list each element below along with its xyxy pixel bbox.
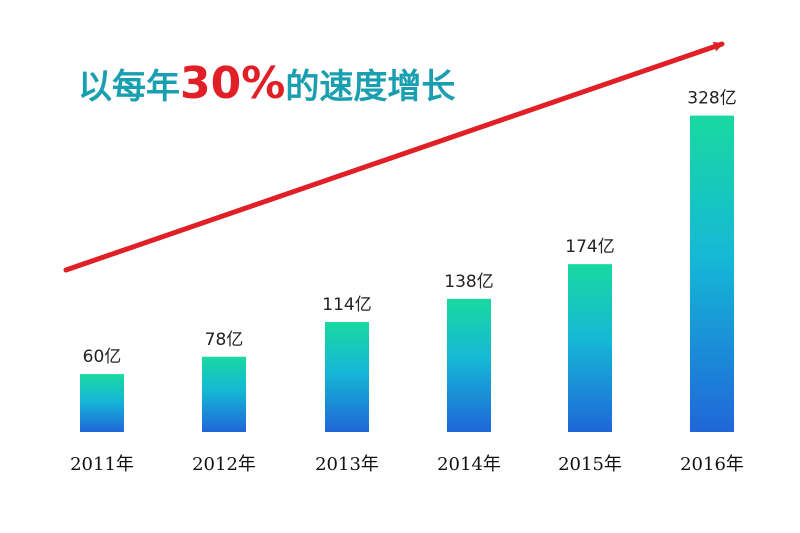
data-label: 174亿 [565,237,614,257]
data-label: 114亿 [322,295,371,315]
chart-title-prefix: 以每年 [78,67,180,107]
data-label: 138亿 [444,272,493,292]
chart-title-suffix: 的速度增长 [285,67,455,107]
x-tick-label: 2012年 [192,454,256,475]
bar-2012年 [202,356,246,432]
growth-trend-arrow [63,41,725,273]
x-tick-label: 2015年 [558,454,622,475]
bar-2013年 [325,322,369,432]
bar-2011年 [80,374,124,432]
data-label: 60亿 [83,347,122,367]
bar-2016年 [690,115,734,432]
x-tick-label: 2013年 [315,454,379,475]
x-axis-tick-labels: 2011年 2012年 2013年 2014年 2015年 2016年 [70,454,744,475]
bar-2014年 [447,298,491,432]
x-tick-label: 2011年 [70,454,134,475]
bar-series [80,115,734,432]
x-tick-label: 2014年 [437,454,501,475]
data-label: 78亿 [205,330,244,350]
data-label: 328亿 [687,89,736,109]
bar-2015年 [568,264,612,432]
data-labels: 60亿 78亿 114亿 138亿 174亿 328亿 [83,89,737,368]
chart-title: 以每年30%的速度增长 [78,58,455,109]
x-tick-label: 2016年 [680,454,744,475]
chart-title-highlight: 30% [180,58,285,109]
